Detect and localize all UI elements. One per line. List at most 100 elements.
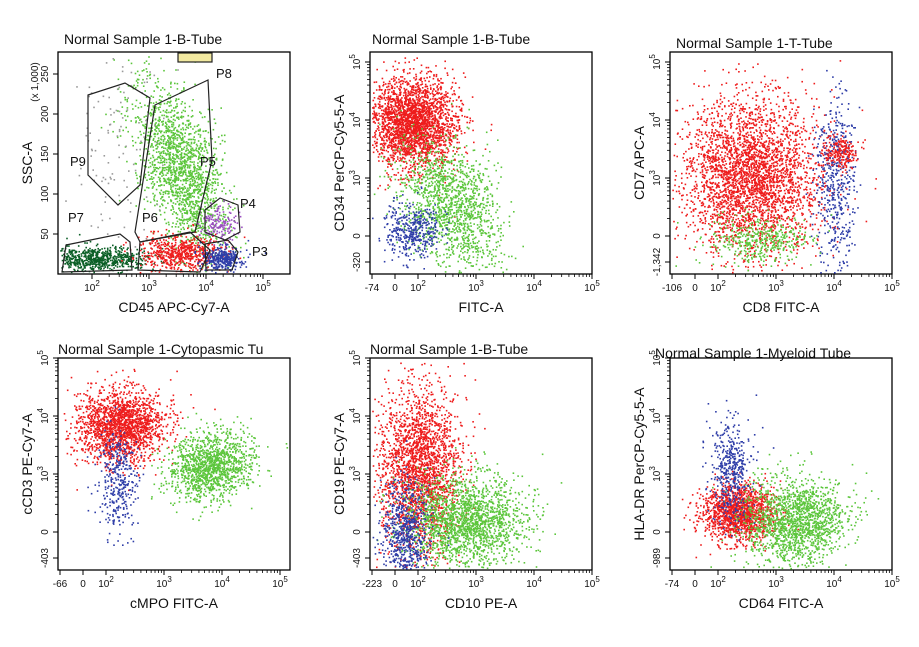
event-dot	[115, 251, 118, 254]
event-dot	[178, 207, 180, 210]
event-dot	[214, 218, 217, 221]
event-dot	[169, 157, 171, 159]
event-dot	[224, 261, 226, 264]
event-dot	[194, 180, 196, 183]
event-dot	[420, 79, 422, 81]
event-dot	[173, 268, 176, 270]
event-dot	[139, 155, 141, 157]
event-dot	[110, 268, 113, 271]
event-dot	[226, 271, 228, 273]
event-dot	[160, 247, 163, 250]
event-dot	[153, 74, 156, 77]
event-dot	[420, 78, 422, 80]
event-dot	[167, 181, 169, 184]
event-dot	[168, 126, 171, 129]
event-dot	[183, 160, 186, 163]
event-dot	[107, 253, 109, 255]
event-dot	[441, 135, 443, 138]
event-dot	[415, 75, 418, 78]
event-dot	[136, 248, 138, 251]
event-dot	[243, 256, 245, 259]
event-dot	[137, 182, 139, 184]
event-dot	[205, 192, 208, 195]
event-dot	[97, 226, 99, 229]
event-dot	[154, 109, 157, 112]
event-dot	[201, 249, 203, 251]
event-dot	[185, 240, 188, 242]
event-dot	[391, 113, 393, 115]
event-dot	[215, 240, 217, 243]
event-dot	[181, 192, 184, 194]
event-dot	[175, 149, 177, 151]
event-dot	[160, 171, 162, 174]
event-dot	[199, 246, 201, 249]
event-dot	[121, 258, 124, 261]
event-dot	[450, 144, 452, 146]
event-dot	[203, 233, 205, 236]
event-dot	[426, 107, 429, 109]
event-dot	[216, 261, 219, 263]
event-dot	[145, 138, 147, 141]
event-dot	[139, 118, 142, 121]
event-dot	[385, 134, 388, 136]
event-dot	[193, 237, 195, 240]
event-dot	[163, 169, 166, 172]
event-dot	[182, 180, 185, 182]
event-dot	[116, 136, 119, 139]
event-dot	[214, 182, 217, 184]
event-dot	[151, 113, 153, 116]
event-dot	[212, 200, 214, 203]
event-dot	[239, 266, 242, 269]
event-dot	[185, 149, 188, 151]
event-dot	[181, 101, 184, 103]
event-dot	[434, 129, 437, 132]
event-dot	[90, 256, 93, 259]
event-dot	[432, 138, 435, 140]
event-dot	[127, 199, 129, 201]
event-dot	[193, 239, 196, 242]
event-dot	[193, 251, 195, 254]
event-dot	[204, 264, 206, 267]
event-dot	[387, 85, 390, 88]
event-dot	[102, 251, 104, 253]
event-dot	[186, 247, 189, 250]
event-dot	[399, 183, 402, 186]
event-dot	[112, 261, 114, 263]
event-dot	[154, 264, 156, 266]
event-dot	[152, 106, 155, 109]
event-dot	[397, 123, 400, 125]
event-dot	[74, 259, 76, 262]
event-dot	[212, 235, 214, 237]
event-dot	[173, 248, 175, 250]
event-dot	[179, 262, 182, 264]
event-dot	[182, 109, 185, 112]
event-dot	[225, 260, 227, 262]
event-dot	[152, 149, 155, 152]
event-dot	[120, 248, 123, 250]
event-dot	[193, 177, 196, 180]
event-dot	[168, 181, 171, 184]
event-dot	[151, 240, 153, 242]
event-dot	[189, 257, 191, 260]
event-dot	[126, 248, 128, 251]
event-dot	[390, 101, 392, 103]
event-dot	[164, 138, 166, 140]
event-dot	[171, 242, 173, 245]
event-dot	[189, 122, 192, 124]
event-dot	[206, 208, 208, 211]
event-dot	[132, 257, 134, 259]
event-dot	[215, 203, 218, 206]
y-axis-label: SSC-A	[19, 141, 35, 184]
event-dot	[184, 162, 186, 165]
event-dot	[155, 188, 158, 191]
event-dot	[71, 253, 74, 255]
event-dot	[169, 167, 171, 169]
event-dot	[143, 69, 145, 71]
event-dot	[164, 260, 167, 262]
event-dot	[149, 243, 152, 246]
event-dot	[169, 94, 172, 97]
event-dot	[147, 171, 150, 174]
event-dot	[418, 98, 421, 100]
event-dot	[89, 266, 92, 269]
event-dot	[162, 143, 165, 145]
